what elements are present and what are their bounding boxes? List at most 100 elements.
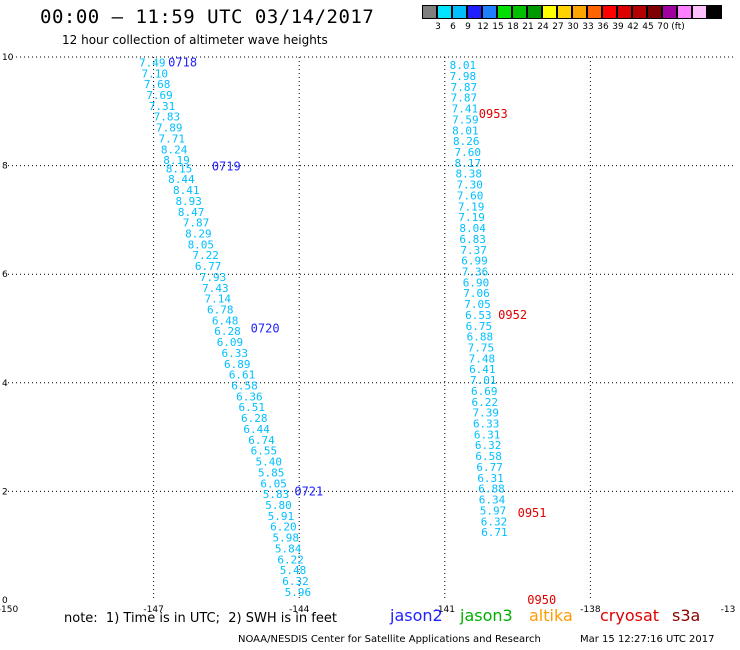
pass-time-label: 0950: [527, 593, 556, 607]
color-scale-label: 6: [450, 22, 456, 32]
wave-height-value: 6.05: [260, 477, 287, 490]
wave-height-value: 6.41: [469, 363, 496, 376]
wave-height-value: 8.04: [459, 222, 486, 235]
wave-height-value: 7.48: [469, 352, 496, 365]
wave-height-value: 5.85: [258, 466, 285, 479]
wave-height-value: 6.77: [195, 260, 222, 273]
wave-height-value: 6.89: [224, 358, 251, 371]
color-scale-label: 39: [612, 22, 624, 32]
color-scale-label: 27: [552, 22, 564, 32]
wave-height-value: 8.26: [453, 135, 480, 148]
x-tick-label: -144: [289, 605, 310, 615]
pass-time-label: 0719: [212, 160, 241, 174]
color-swatch: [437, 5, 452, 19]
wave-height-value: 8.19: [163, 154, 190, 167]
wave-height-value: 6.88: [478, 483, 505, 496]
wave-height-value: 6.51: [239, 401, 265, 414]
y-tick-label: 2: [2, 487, 8, 497]
wave-height-value: 7.36: [462, 265, 489, 278]
wave-height-value: 6.74: [248, 434, 275, 447]
wave-height-value: 7.41: [452, 103, 479, 116]
color-scale-label: 21: [522, 22, 534, 32]
wave-height-value: 7.98: [450, 70, 477, 83]
color-swatch: [452, 5, 467, 19]
wave-height-value: 7.39: [472, 407, 499, 420]
wave-height-value: 8.05: [188, 238, 215, 251]
legend-jason2: jason2: [390, 606, 443, 625]
color-swatch: [617, 5, 632, 19]
wave-height-value: 6.61: [229, 369, 256, 382]
pass-time-label: 0953: [479, 107, 508, 121]
wave-height-value: 8.17: [455, 157, 482, 170]
wave-height-value: 6.32: [481, 515, 508, 528]
wave-height-value: 7.87: [451, 92, 478, 105]
wave-height-value: 6.88: [467, 331, 494, 344]
wave-height-value: 7.87: [183, 217, 210, 230]
wave-height-value: 6.90: [463, 276, 490, 289]
wave-height-value: 6.78: [207, 303, 234, 316]
chart-subtitle: 12 hour collection of altimeter wave hei…: [62, 33, 328, 47]
wave-height-value: 7.19: [458, 200, 485, 213]
wave-height-value: 5.84: [275, 542, 302, 555]
wave-height-value: 7.14: [205, 293, 232, 306]
generated-timestamp: Mar 15 12:27:16 UTC 2017: [580, 634, 715, 645]
legend-s3a: s3a: [672, 606, 701, 625]
pass-time-label: 0718: [168, 55, 197, 69]
wave-height-value: 7.06: [463, 287, 490, 300]
x-tick-label: -13: [721, 605, 736, 615]
wave-height-value: 6.55: [251, 445, 278, 458]
color-swatch: [647, 5, 662, 19]
wave-height-value: 7.60: [457, 189, 484, 202]
wave-height-value: 7.10: [141, 67, 168, 80]
color-scale-label: 70: [657, 22, 669, 32]
color-scale-label: 42: [627, 22, 639, 32]
color-scale-label: 30: [567, 22, 579, 32]
pass-time-label: 0720: [251, 322, 280, 336]
legend-altika: altika: [529, 606, 573, 625]
wave-height-value: 7.37: [460, 244, 487, 257]
x-tick-label: -147: [143, 605, 163, 615]
color-swatch: [707, 5, 722, 19]
color-scale-label: 24: [537, 22, 549, 32]
color-swatch: [527, 5, 542, 19]
wave-height-value: 7.87: [451, 81, 478, 94]
wave-height-value: 6.09: [217, 336, 244, 349]
wave-height-value: 7.05: [464, 298, 491, 311]
wave-height-value: 8.93: [175, 195, 202, 208]
color-swatch: [467, 5, 482, 19]
wave-height-value: 5.98: [273, 532, 300, 545]
wave-height-value: 8.01: [452, 124, 479, 137]
pass-time-label: 0951: [518, 506, 547, 520]
wave-height-value: 5.97: [480, 504, 507, 517]
x-tick-label: -138: [580, 605, 601, 615]
color-swatch: [422, 5, 437, 19]
wave-height-value: 6.22: [471, 396, 498, 409]
wave-height-value: 5.96: [285, 586, 312, 599]
wave-height-value: 7.69: [146, 89, 173, 102]
y-tick-label: 0: [2, 596, 8, 606]
legend-cryosat: cryosat: [600, 606, 660, 625]
wave-height-value: 6.28: [241, 412, 268, 425]
wave-height-value: 5.91: [268, 510, 295, 523]
wave-height-value: 6.71: [481, 526, 508, 539]
wave-height-value: 6.75: [466, 320, 493, 333]
color-scale-label: 36: [597, 22, 609, 32]
color-scale-label: 15: [492, 22, 504, 32]
wave-height-value: 8.38: [455, 168, 482, 181]
wave-height-value: 8.41: [173, 184, 200, 197]
wave-height-value: 7.93: [200, 271, 227, 284]
wave-height-value: 6.44: [243, 423, 270, 436]
y-tick-label: 10: [2, 53, 14, 63]
y-tick-label: 6: [2, 270, 8, 280]
wave-height-value: 8.01: [450, 59, 477, 72]
footer-note: note: 1) Time is in UTC; 2) SWH is in fe…: [64, 611, 337, 626]
wave-height-value: 6.32: [282, 575, 309, 588]
wave-height-value: 8.47: [178, 206, 205, 219]
color-swatch: [632, 5, 647, 19]
wave-height-value: 6.83: [459, 233, 486, 246]
wave-height-value: 8.29: [185, 227, 212, 240]
wave-height-value: 6.33: [222, 347, 249, 360]
wave-height-value: 6.32: [475, 439, 502, 452]
color-scale-label: 9: [465, 22, 471, 32]
color-scale-label: 3: [435, 22, 441, 32]
